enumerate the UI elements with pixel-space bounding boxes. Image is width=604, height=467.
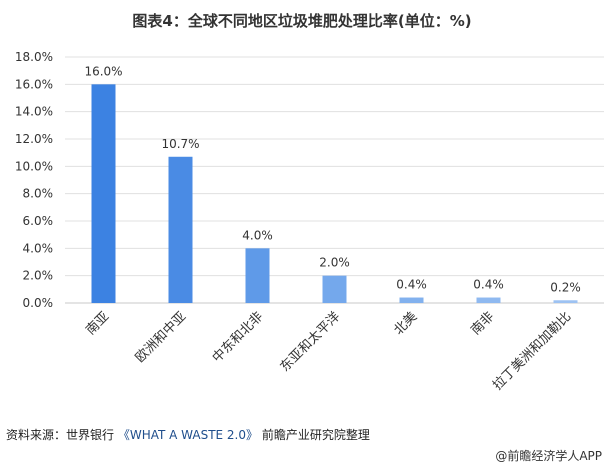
- data-label: 16.0%: [84, 64, 122, 78]
- data-label: 0.4%: [473, 278, 504, 292]
- source-note: 资料来源：世界银行 《WHAT A WASTE 2.0》 前瞻产业研究院整理: [6, 426, 370, 443]
- chart-title: 图表4：全球不同地区垃圾堆肥处理比率(单位：%): [132, 12, 472, 30]
- data-label: 0.4%: [396, 278, 427, 292]
- y-tick-label: 4.0%: [23, 241, 54, 255]
- data-label: 4.0%: [242, 228, 273, 242]
- data-label: 2.0%: [319, 256, 350, 270]
- x-tick-label: 北美: [391, 309, 420, 338]
- y-tick-label: 18.0%: [15, 50, 53, 64]
- bar: [553, 300, 578, 303]
- x-tick-label: 欧洲和中亚: [133, 309, 190, 366]
- bar: [168, 156, 193, 303]
- bar: [245, 248, 270, 303]
- x-tick-label: 拉丁美洲和加勒比: [490, 309, 574, 393]
- x-tick-label: 东亚和太平洋: [278, 309, 344, 375]
- y-tick-label: 10.0%: [15, 159, 53, 173]
- x-tick-label: 南亚: [83, 309, 113, 339]
- bar: [399, 297, 424, 303]
- y-tick-label: 0.0%: [23, 296, 54, 310]
- source-suffix: 前瞻产业研究院整理: [258, 428, 370, 442]
- y-tick-label: 14.0%: [15, 105, 53, 119]
- bar: [322, 275, 347, 303]
- y-tick-label: 12.0%: [15, 132, 53, 146]
- y-tick-label: 16.0%: [15, 77, 53, 91]
- source-ref: 《WHAT A WASTE 2.0》: [117, 428, 259, 442]
- bar-chart: 0.0% 2.0% 4.0% 6.0% 8.0% 10.0% 12.0% 14.0% 16.0%…: [15, 50, 604, 393]
- credit: @前瞻经济学人APP: [495, 449, 602, 463]
- x-tick-label: 南非: [468, 309, 498, 339]
- y-tick-label: 2.0%: [23, 269, 54, 283]
- bar: [476, 297, 501, 303]
- data-label: 0.2%: [550, 280, 581, 294]
- data-label: 10.7%: [161, 137, 199, 151]
- y-tick-label: 8.0%: [23, 187, 54, 201]
- source-prefix: 资料来源：世界银行: [6, 428, 118, 442]
- x-tick-label: 中东和北非: [210, 309, 267, 366]
- bar: [91, 84, 116, 303]
- y-tick-label: 6.0%: [23, 214, 54, 228]
